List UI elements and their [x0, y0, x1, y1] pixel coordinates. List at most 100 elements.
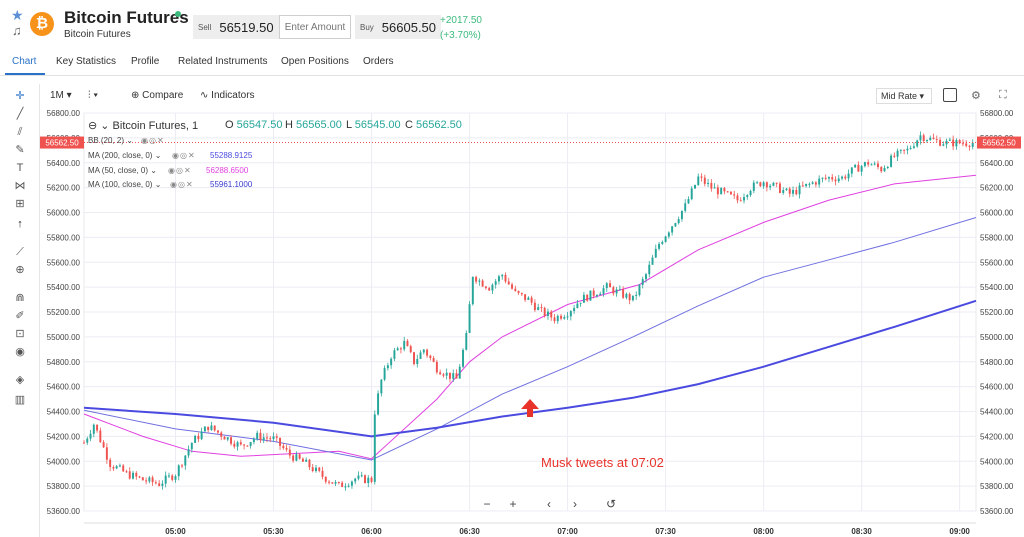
- bb-controls-icon[interactable]: ◉◎✕: [141, 136, 165, 145]
- candle-body: [739, 200, 742, 202]
- candle-body: [814, 182, 817, 185]
- y-tick-label-right: 53600.00: [980, 507, 1014, 516]
- scroll-left-button[interactable]: ‹: [547, 497, 551, 511]
- candle-body: [863, 162, 866, 167]
- magnet-icon[interactable]: ⋒: [15, 292, 25, 304]
- bb-label: BB (20, 2): [88, 136, 125, 145]
- candle-body: [213, 425, 216, 431]
- candle-body: [426, 349, 429, 356]
- ma100-controls-icon[interactable]: ◉◎✕: [170, 180, 194, 189]
- candle-body: [504, 274, 507, 282]
- annotation-arrow: [521, 399, 539, 409]
- tab-open-positions[interactable]: Open Positions: [281, 56, 349, 67]
- scroll-right-button[interactable]: ›: [573, 497, 577, 511]
- tab-chart[interactable]: Chart: [12, 56, 37, 67]
- arrow-up-icon[interactable]: ↑: [17, 218, 23, 230]
- lock-drawings-icon[interactable]: ✐: [15, 310, 25, 322]
- sell-label: Sell: [198, 22, 212, 32]
- price-mode-select[interactable]: Mid Rate ▾: [876, 88, 932, 104]
- gear-icon[interactable]: ⚙: [971, 90, 981, 102]
- candle-body: [687, 199, 690, 204]
- ruler-icon[interactable]: ⟋: [16, 246, 24, 258]
- candle-body: [256, 432, 259, 439]
- zoom-icon[interactable]: ⊕: [15, 264, 25, 276]
- candle-body: [200, 431, 203, 440]
- sell-button[interactable]: Sell 56519.50: [193, 15, 279, 39]
- brush-icon[interactable]: ✎: [15, 144, 25, 156]
- candle-body: [723, 188, 726, 192]
- candle-body: [837, 178, 840, 182]
- trash-icon[interactable]: ▥: [14, 394, 26, 406]
- candle-body: [373, 414, 376, 482]
- indicator-ma100[interactable]: MA (100, close, 0) ⌄: [88, 180, 162, 189]
- candle-body: [285, 448, 288, 450]
- screenshot-toggle[interactable]: [943, 88, 957, 102]
- candle-body: [511, 284, 514, 289]
- price-chart[interactable]: 53600.00 53600.00 53800.00 53800.00 54000.00…: [40, 110, 1024, 537]
- candle-body: [429, 355, 432, 359]
- tab-orders[interactable]: Orders: [363, 56, 394, 67]
- amount-input[interactable]: [279, 15, 351, 39]
- high-value: 56565.00: [296, 119, 342, 131]
- indicator-ma200[interactable]: MA (200, close, 0) ⌄: [88, 151, 162, 160]
- ma200-controls-icon[interactable]: ◉◎✕: [172, 151, 196, 160]
- pitchfork-icon[interactable]: ⫽: [17, 126, 23, 138]
- close-value: 56562.50: [416, 119, 462, 131]
- interval-selector[interactable]: 1M ▾: [50, 90, 72, 101]
- candle-body: [906, 148, 909, 151]
- candle-body: [109, 459, 112, 468]
- candle-body: [556, 315, 559, 322]
- reset-view-button[interactable]: ↺: [605, 497, 617, 511]
- candle-body: [481, 280, 484, 287]
- star-icon[interactable]: ★: [11, 7, 24, 23]
- candle-body: [230, 437, 233, 444]
- candle-body: [272, 436, 275, 440]
- indicator-bb[interactable]: BB (20, 2) ⌄: [88, 136, 133, 145]
- compare-button[interactable]: ⊕ Compare: [131, 90, 184, 101]
- trendline-icon[interactable]: ╱: [16, 108, 24, 120]
- tab-key-statistics[interactable]: Key Statistics: [56, 56, 117, 67]
- buy-button[interactable]: Buy 56605.50: [355, 15, 442, 39]
- zoom-out-button[interactable]: −: [483, 497, 491, 511]
- lock-icon[interactable]: ⊡: [15, 328, 25, 340]
- indicator-ma50[interactable]: MA (50, close, 0) ⌄: [88, 166, 157, 175]
- candle-body: [347, 485, 350, 487]
- crosshair-icon[interactable]: ✛: [15, 90, 25, 102]
- y-tick-label-left: 56200.00: [47, 184, 81, 193]
- candle-body: [452, 373, 455, 379]
- y-tick-label-right: 56200.00: [980, 184, 1014, 193]
- candle-body: [713, 187, 716, 189]
- candle-body: [334, 482, 337, 484]
- pattern-icon[interactable]: ⋈: [14, 180, 26, 192]
- tab-profile[interactable]: Profile: [131, 56, 160, 67]
- alert-bell-icon[interactable]: ♫: [12, 23, 22, 38]
- candle-body: [344, 486, 347, 488]
- measure-icon[interactable]: ⊞: [15, 198, 25, 210]
- series-line-ma-200-close-0-: [83, 299, 977, 438]
- candle-body: [151, 477, 154, 483]
- candle-body: [360, 475, 363, 477]
- zoom-in-button[interactable]: +: [509, 497, 517, 511]
- open-label: O: [225, 119, 234, 131]
- candle-body: [605, 283, 608, 289]
- candle-body: [560, 315, 563, 319]
- candle-body: [870, 164, 873, 166]
- candle-body: [138, 476, 141, 478]
- candle-body: [818, 178, 821, 185]
- candle-body: [883, 167, 886, 172]
- eye-icon[interactable]: ◉: [15, 346, 25, 358]
- tab-related-instruments[interactable]: Related Instruments: [178, 56, 268, 67]
- ma200-label: MA (200, close, 0): [88, 151, 153, 160]
- indicators-button[interactable]: ∿ Indicators: [200, 90, 255, 101]
- text-icon[interactable]: T: [16, 162, 24, 174]
- candle-body: [596, 295, 598, 297]
- candle-body: [380, 379, 383, 394]
- candle-body: [298, 454, 301, 459]
- candle-body: [233, 443, 236, 447]
- candle-body: [259, 432, 262, 441]
- candle-body: [876, 163, 879, 168]
- layers-icon[interactable]: ◈: [15, 374, 25, 386]
- fullscreen-icon[interactable]: ⛶: [999, 89, 1007, 101]
- ma50-controls-icon[interactable]: ◉◎✕: [168, 166, 192, 175]
- chart-type-selector[interactable]: ⫶ ▾: [88, 90, 99, 101]
